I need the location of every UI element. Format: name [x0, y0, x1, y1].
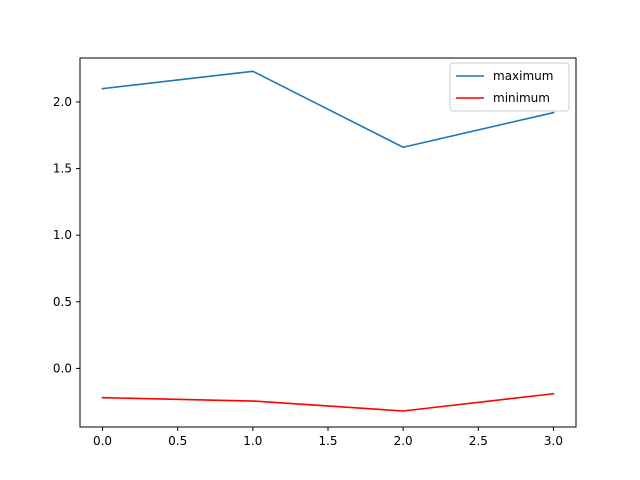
y-tick-label: 0.5	[53, 295, 72, 309]
data-point-minimum	[402, 410, 404, 412]
legend-box	[449, 62, 570, 112]
data-point-minimum	[252, 400, 254, 402]
plot-frame	[79, 57, 577, 428]
x-tick-label: 3.0	[544, 434, 563, 448]
x-tick-label: 0.5	[168, 434, 187, 448]
legend: maximum minimum	[449, 62, 570, 112]
y-tick-label: 1.5	[53, 162, 72, 176]
data-point-minimum	[101, 396, 104, 399]
y-tick-label: 1.0	[53, 228, 72, 242]
legend-items: maximum minimum	[456, 69, 553, 105]
data-point-maximum	[402, 146, 404, 149]
data-point-maximum	[552, 111, 555, 114]
x-tick-label: 2.5	[469, 434, 488, 448]
series-line-minimum	[101, 392, 555, 412]
ticks-layer: 0.0 0.5 1.0 1.5 2.0 2.5 3.0 0.0 0.5 1.0 1.5 2.0	[53, 95, 563, 448]
series-layer	[101, 70, 555, 412]
series-line-maximum	[101, 70, 555, 149]
y-tick-label: 2.0	[53, 95, 72, 109]
data-point-maximum	[101, 87, 104, 90]
x-tick-label: 1.5	[318, 434, 337, 448]
legend-label: maximum	[493, 69, 553, 83]
legend-label: minimum	[493, 91, 550, 105]
x-tick-label: 2.0	[394, 434, 413, 448]
y-tick-label: 0.0	[53, 361, 72, 375]
x-tick-label: 1.0	[243, 434, 262, 448]
data-point-maximum	[252, 70, 254, 73]
data-point-minimum	[552, 392, 555, 395]
x-tick-label: 0.0	[93, 434, 112, 448]
